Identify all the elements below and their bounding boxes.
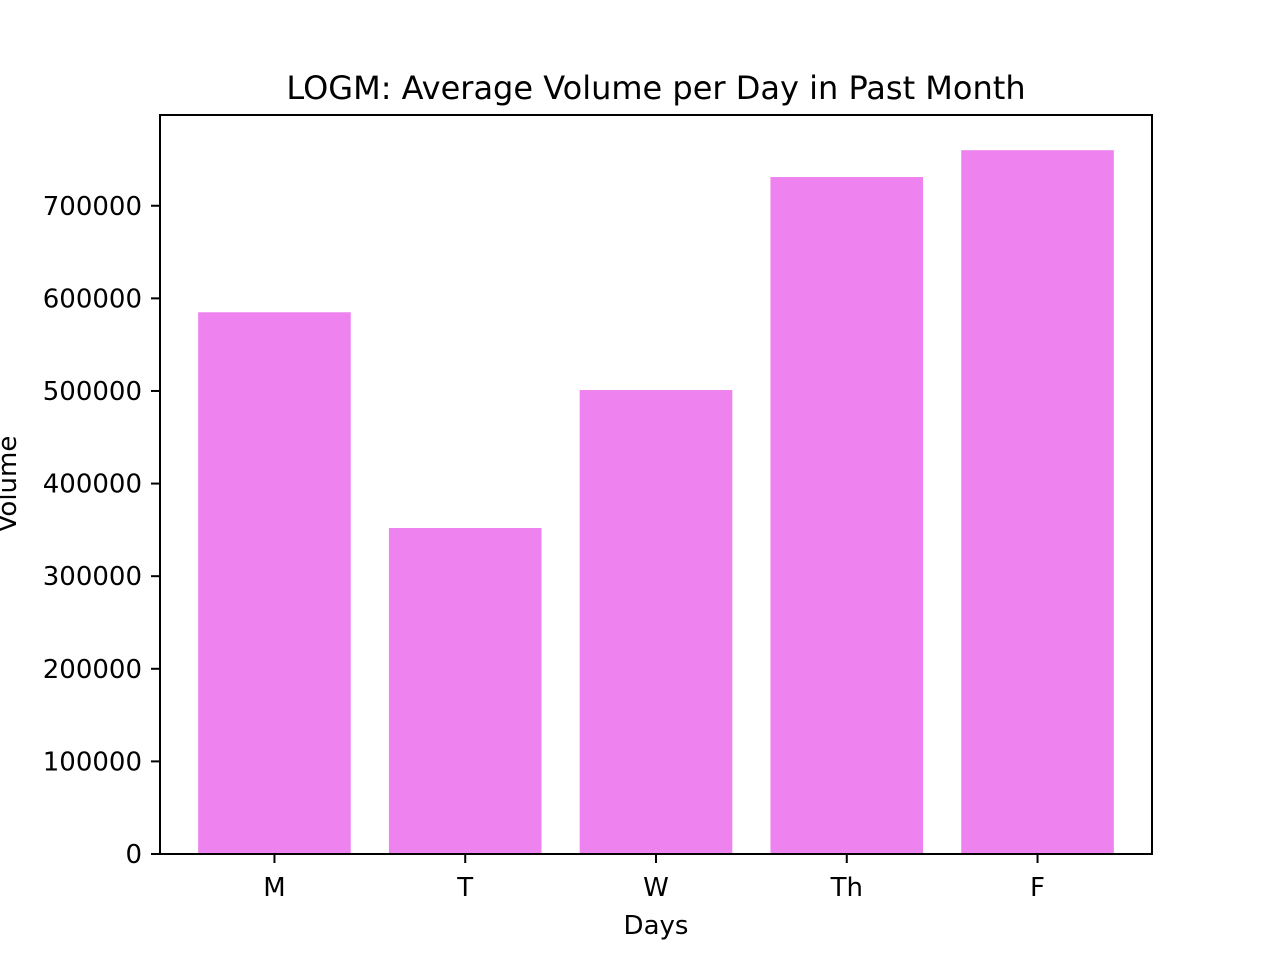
y-tick-label: 0 [125, 840, 142, 870]
bar-w [579, 390, 733, 854]
x-tick-label: F [1030, 873, 1045, 903]
bars-layer [198, 150, 1114, 854]
x-axis: M T W Th F [263, 854, 1045, 903]
x-axis-label: Days [624, 911, 689, 941]
bar-m [198, 312, 351, 854]
x-tick-label: Th [830, 873, 863, 903]
y-tick-label: 600000 [43, 284, 142, 314]
x-tick-label: T [456, 873, 473, 903]
y-tick-label: 500000 [43, 377, 142, 407]
x-tick-label: M [263, 873, 285, 903]
plot-area-frame [159, 114, 1153, 855]
bar-t [388, 528, 542, 854]
y-tick-label: 100000 [43, 747, 142, 777]
bar-th [770, 177, 924, 854]
chart-title: LOGM: Average Volume per Day in Past Mon… [286, 69, 1025, 107]
y-tick-label: 400000 [43, 470, 142, 500]
y-tick-label: 700000 [43, 192, 142, 222]
x-tick-label: W [643, 873, 669, 903]
y-tick-label: 200000 [43, 655, 142, 685]
y-axis: 0 100000 200000 300000 400000 500000 600000 700… [43, 192, 160, 870]
bar-f [961, 150, 1114, 854]
y-axis-label: Volume [0, 436, 23, 533]
y-tick-label: 300000 [43, 562, 142, 592]
